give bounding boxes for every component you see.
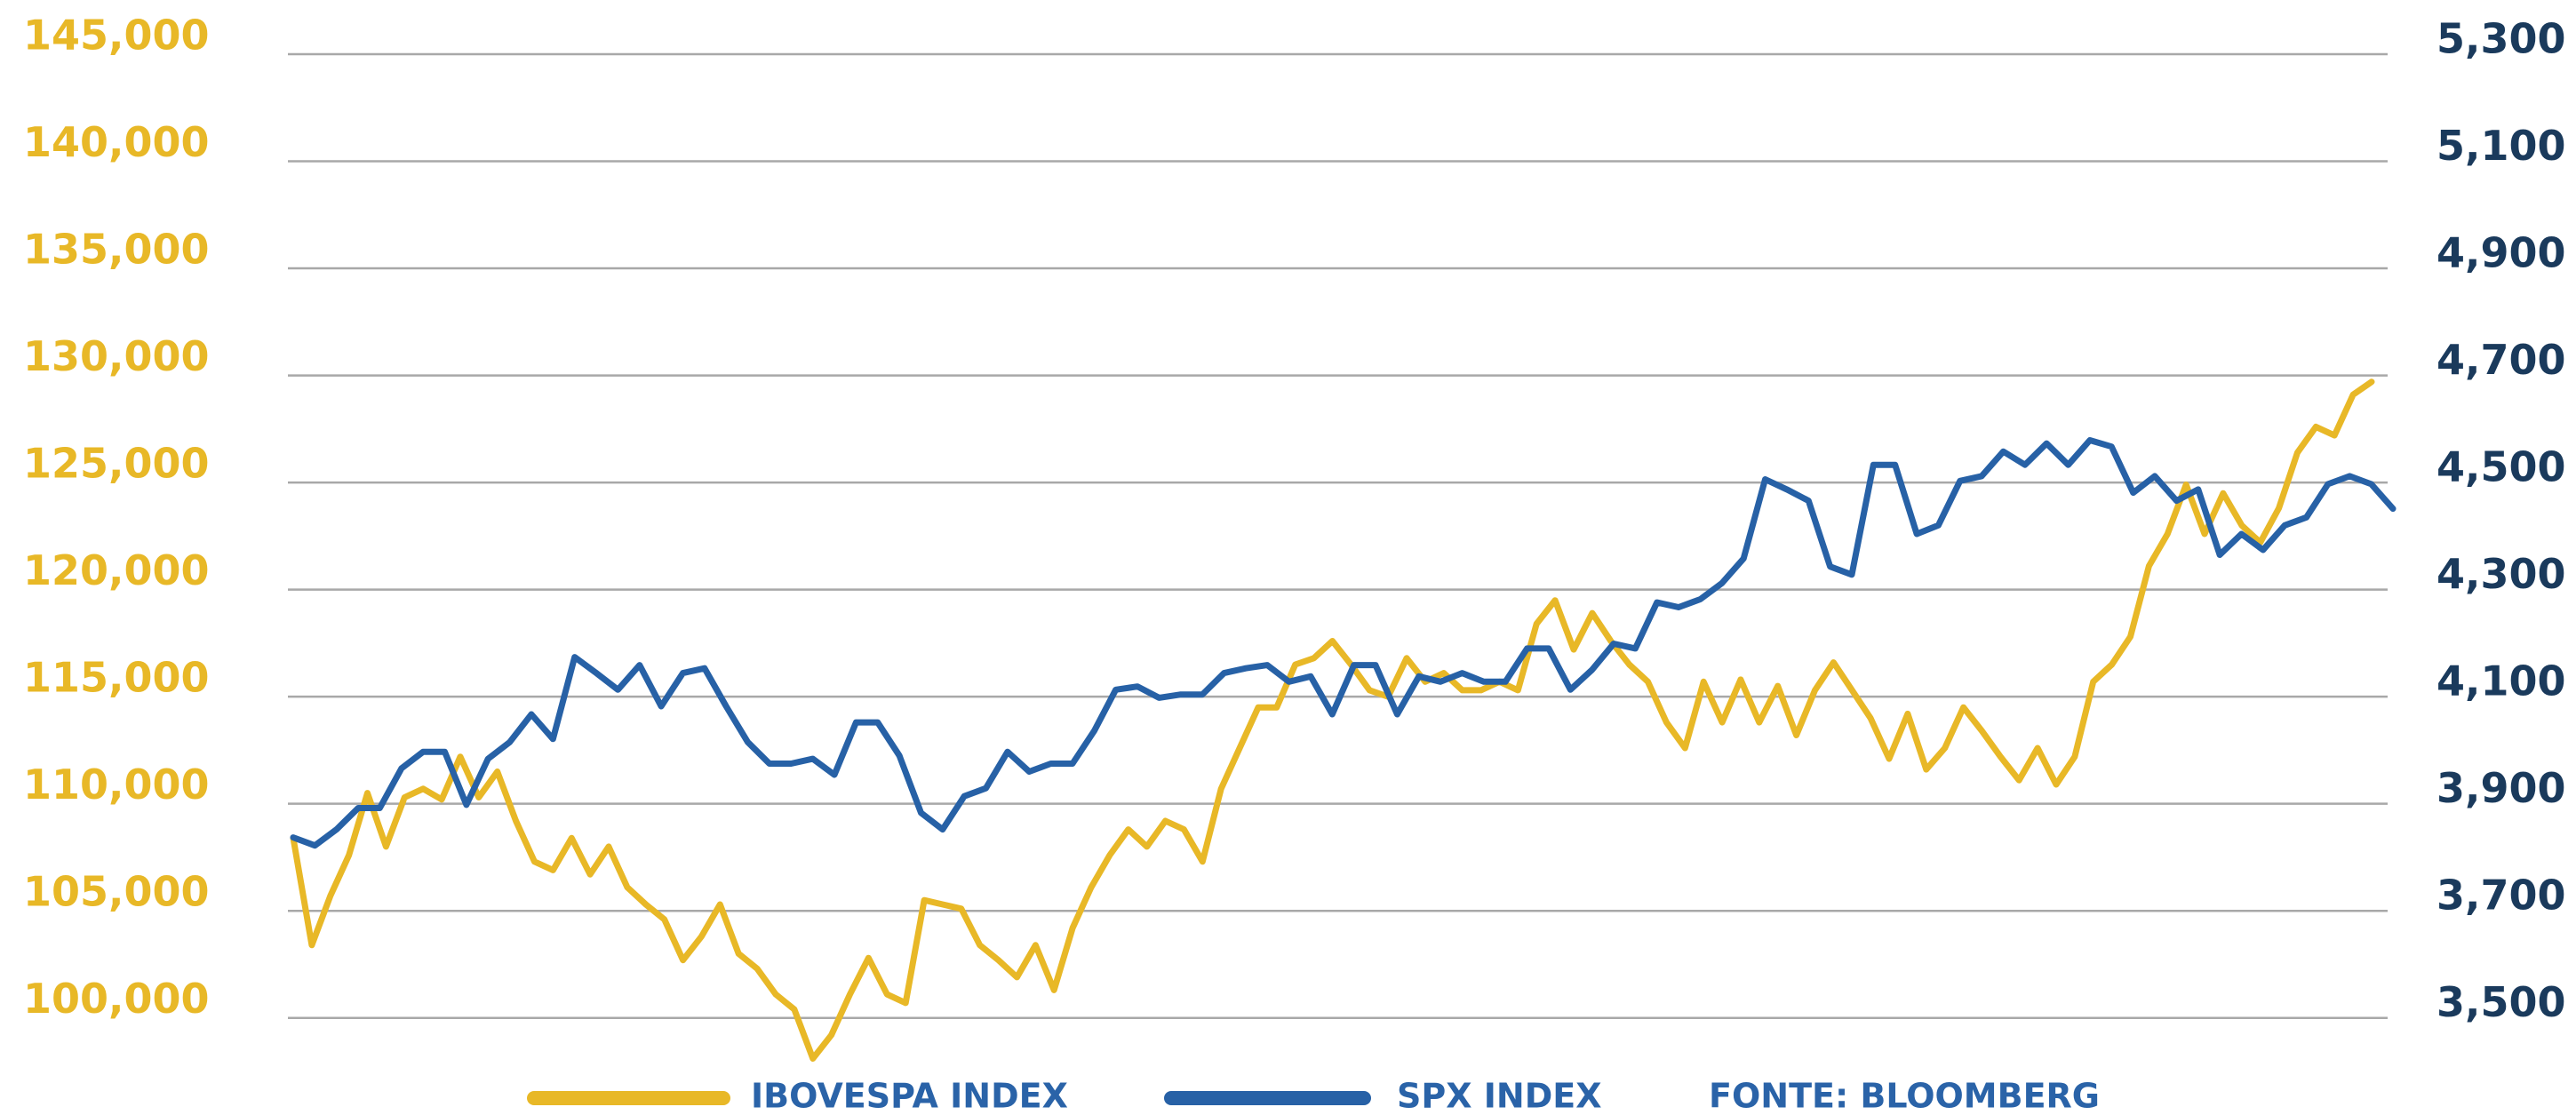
y-tick-label: 140,000: [23, 118, 210, 166]
y2-tick-label: 4,500: [2436, 443, 2566, 491]
y2-tick-label: 4,100: [2436, 657, 2566, 705]
y2-tick-label: 5,100: [2436, 122, 2566, 170]
legend-label: IBOVESPA INDEX: [751, 1077, 1068, 1115]
y2-tick-label: 3,700: [2436, 872, 2566, 920]
y2-tick-label: 5,300: [2436, 15, 2566, 63]
source-note: FONTE: BLOOMBERG: [1709, 1077, 2100, 1115]
y-tick-label: 115,000: [23, 654, 210, 702]
series-line: [290, 437, 2397, 849]
y2-tick-label: 3,900: [2436, 764, 2566, 812]
y2-tick-label: 4,300: [2436, 550, 2566, 598]
y2-tick-label: 3,500: [2436, 978, 2566, 1026]
y-tick-label: 110,000: [23, 761, 210, 808]
y-tick-label: 145,000: [23, 12, 210, 60]
y-tick-label: 130,000: [23, 332, 210, 380]
y-tick-label: 125,000: [23, 440, 210, 488]
y-tick-label: 135,000: [23, 226, 210, 274]
y-tick-label: 100,000: [23, 975, 210, 1023]
y2-tick-label: 4,700: [2436, 336, 2566, 384]
y-tick-label: 120,000: [23, 546, 210, 594]
series-line: [290, 378, 2375, 1062]
y-tick-label: 105,000: [23, 868, 210, 916]
legend-label: SPX INDEX: [1397, 1077, 1602, 1115]
y2-tick-label: 4,900: [2436, 229, 2566, 277]
